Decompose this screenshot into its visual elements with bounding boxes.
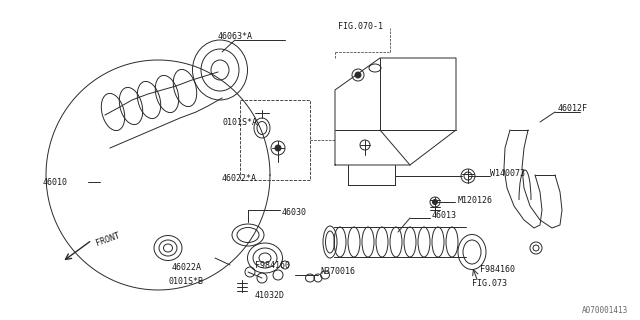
Text: FIG.073: FIG.073 <box>472 279 507 289</box>
Circle shape <box>433 199 438 204</box>
Text: FRONT: FRONT <box>95 231 121 248</box>
Circle shape <box>275 145 281 151</box>
Text: FIG.070-1: FIG.070-1 <box>338 21 383 30</box>
Text: F984160: F984160 <box>480 266 515 275</box>
Text: 46022*A: 46022*A <box>222 173 257 182</box>
Text: 46013: 46013 <box>432 211 457 220</box>
Text: 46010: 46010 <box>43 178 68 187</box>
Text: 0101S*B: 0101S*B <box>168 277 203 286</box>
Text: 41032D: 41032D <box>255 291 285 300</box>
Text: F984160: F984160 <box>255 260 290 269</box>
Text: 0101S*A: 0101S*A <box>222 117 257 126</box>
Text: 46030: 46030 <box>282 207 307 217</box>
Text: W140073: W140073 <box>490 169 525 178</box>
Text: N370016: N370016 <box>320 268 355 276</box>
Text: M120126: M120126 <box>458 196 493 204</box>
Text: 46022A: 46022A <box>172 263 202 273</box>
Circle shape <box>355 72 361 78</box>
Text: A070001413: A070001413 <box>582 306 628 315</box>
Text: 46063*A: 46063*A <box>218 31 253 41</box>
Text: 46012F: 46012F <box>558 103 588 113</box>
